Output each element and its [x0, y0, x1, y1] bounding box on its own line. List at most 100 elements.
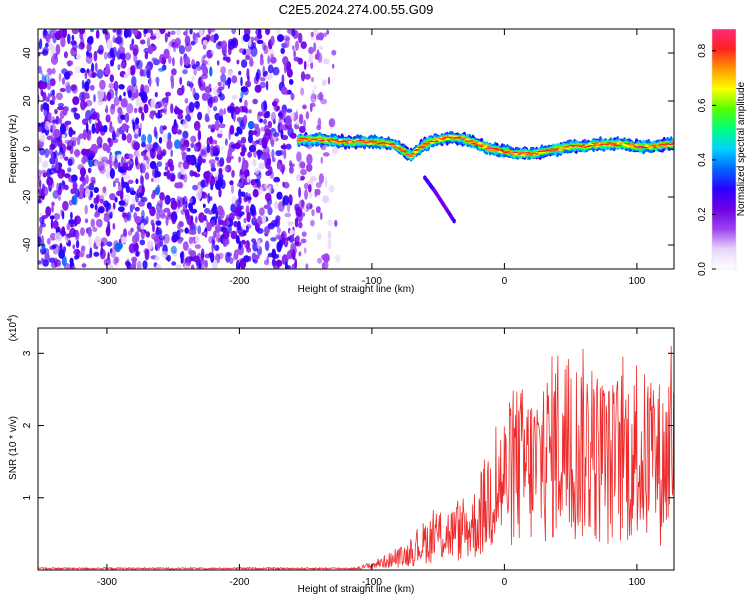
spectrogram-noise-cell: [55, 115, 60, 125]
snr-y-tick-label: 1: [22, 495, 33, 501]
spectrogram-noise-cell: [135, 192, 139, 203]
spectrogram-noise-cell: [39, 212, 44, 218]
spectrogram-noise-cell: [267, 64, 274, 74]
spectrogram-noise-cell: [240, 136, 247, 144]
spectrogram-band-cell: [472, 142, 477, 144]
spectrogram-band-cell: [582, 146, 588, 148]
spectrogram-noise-cell: [197, 129, 202, 141]
spectrogram-noise-cell: [126, 133, 133, 144]
spectrogram-noise-cell: [152, 222, 155, 233]
spectrogram-noise-cell: [264, 128, 271, 136]
spectrogram-noise-cell: [87, 167, 92, 174]
spectrogram-noise-cell: [295, 111, 299, 120]
snr-x-axis: -300 -200 -100 0 100: [97, 328, 646, 588]
spectrogram-noise-cell: [188, 101, 195, 113]
spectrogram-noise-cell: [190, 40, 196, 46]
spectrogram-noise-cell: [41, 74, 45, 84]
spectrogram-noise-cell: [84, 92, 90, 99]
spectrogram-noise-cell: [171, 261, 177, 266]
spectrogram-band-cell: [587, 143, 593, 146]
spectrogram-noise-cell: [297, 57, 303, 65]
spectrogram-band-cell: [414, 150, 419, 151]
snr-x-tick-label: 100: [629, 577, 646, 588]
spectrogram-noise-cell: [113, 80, 119, 92]
spectrogram-noise-cell: [254, 84, 262, 93]
spectrogram-noise-cell: [60, 230, 67, 236]
spectrogram-band-cell: [493, 147, 498, 149]
spectrogram-noise-cell: [142, 260, 148, 269]
spectrogram-noise-cell: [194, 161, 199, 168]
spectrogram-noise-cell: [109, 168, 115, 179]
spectrogram-noise-cell: [104, 108, 109, 113]
spectrogram-noise-cell: [239, 48, 244, 54]
spectrogram-noise-cell: [107, 113, 110, 122]
spectrogram-noise-cell: [298, 113, 304, 125]
spectrogram-noise-cell: [233, 106, 241, 115]
spectrogram-noise-cell: [95, 112, 100, 121]
spectrogram-noise-cell: [71, 29, 79, 35]
spectrogram-noise-cell: [238, 240, 242, 250]
spectrogram-noise-cell: [74, 255, 79, 260]
spectrogram-noise-cell: [167, 31, 171, 38]
spectrogram-noise-cell: [131, 92, 139, 99]
spectrogram-noise-cell: [265, 74, 273, 80]
spectrogram-band-cell: [486, 146, 491, 148]
spectrogram-noise-cell: [320, 212, 323, 220]
spectrogram-noise-cell: [44, 253, 50, 261]
spectrogram-noise-cell: [67, 33, 71, 45]
spectrogram-noise-cell: [298, 221, 303, 229]
spectrogram-noise-cell: [151, 148, 155, 153]
spectrogram-band-cell: [531, 152, 536, 154]
spectrogram-noise-cell: [110, 103, 116, 110]
spectrogram-band-cell: [343, 140, 348, 142]
spectrogram-noise-cell: [41, 215, 48, 219]
spectrogram-noise-cell: [45, 206, 52, 217]
spectrogram-noise-cell: [218, 167, 223, 175]
spectrogram-noise-cell: [280, 144, 288, 150]
spectrogram-noise-cell: [134, 29, 138, 36]
spectrogram-noise-cell: [298, 186, 301, 198]
spectrogram-noise-cell: [295, 40, 299, 51]
spectrogram-noise-cell: [135, 156, 139, 167]
spectrogram-noise-cell: [109, 248, 113, 254]
spectrogram-noise-cell: [195, 260, 200, 266]
spectrogram-noise-cell: [170, 245, 177, 254]
spectrogram-noise-cell: [114, 158, 119, 170]
spectrogram-noise-cell: [182, 197, 186, 206]
spectrogram-noise-cell: [123, 29, 129, 39]
spectrogram-noise-cell: [38, 156, 42, 164]
spectrogram-band-cell: [651, 145, 657, 147]
spectrogram-noise-cell: [155, 76, 160, 84]
spectrogram-noise-cell: [121, 123, 128, 132]
spectrogram-noise-cell: [189, 29, 193, 35]
spectrogram-noise-cell: [80, 37, 85, 49]
spectrogram-noise-cell: [156, 145, 162, 155]
spectrogram-noise-cell: [140, 229, 145, 240]
spectrogram-noise-cell: [112, 130, 116, 141]
spectrogram-noise-cell: [99, 79, 106, 90]
spectrogram-noise-cell: [84, 188, 91, 198]
spectrogram-noise-cell: [323, 32, 327, 38]
spectrogram-noise-cell: [321, 262, 325, 269]
spectrogram-noise-cell: [54, 108, 58, 115]
spectrogram-noise-cell: [318, 173, 324, 184]
spectrogram-noise-cell: [191, 64, 197, 70]
spectrogram-x-tick-label: -300: [97, 276, 117, 287]
spectrogram-band-cell: [396, 147, 402, 149]
spectrogram-band-cell: [612, 143, 617, 145]
spectrogram-noise-cell: [126, 103, 134, 114]
spectrogram-noise-cell: [272, 66, 280, 76]
spectrogram-noise-cell: [316, 233, 322, 240]
spectrogram-noise-cell: [155, 263, 162, 269]
spectrogram-noise-cell: [38, 198, 42, 204]
spectrogram-noise-cell: [285, 261, 288, 269]
spectrogram-noise-cell: [39, 134, 46, 142]
spectrogram-band-cell: [503, 152, 508, 154]
spectrogram-noise-cell: [67, 167, 72, 173]
spectrogram-noise-cell: [256, 239, 261, 250]
spectrogram-band-cell: [384, 142, 390, 144]
spectrogram-noise-cell: [317, 32, 324, 41]
spectrogram-noise-cell: [79, 176, 85, 182]
spectrogram-noise-cell: [38, 260, 42, 265]
spectrogram-band-cell: [591, 142, 596, 144]
